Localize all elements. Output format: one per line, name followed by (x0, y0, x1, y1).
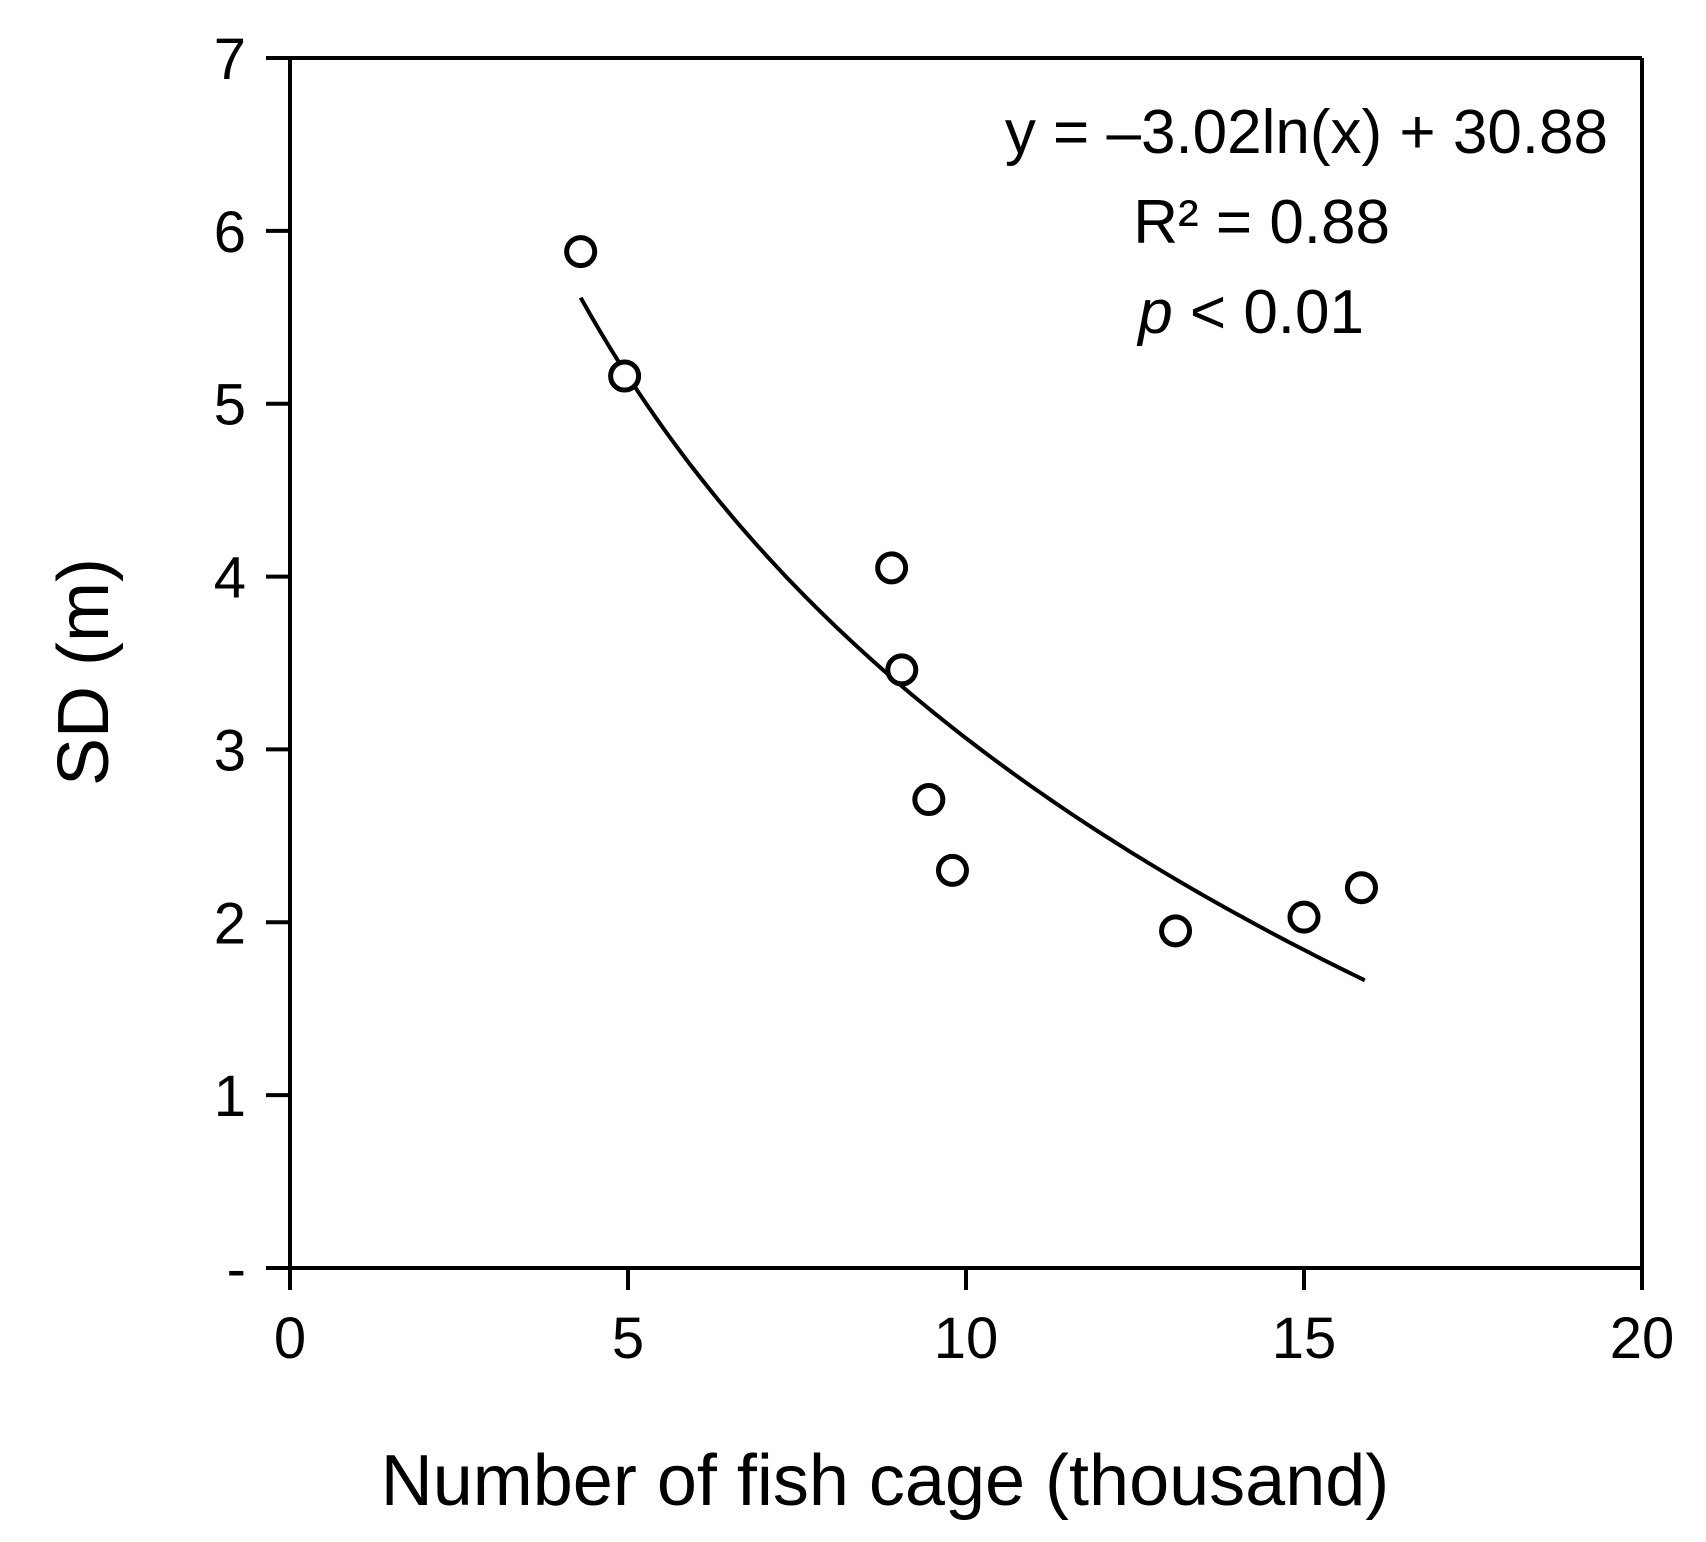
data-point (912, 783, 946, 817)
data-point (608, 359, 642, 393)
y-tick-label: 7 (214, 27, 246, 92)
y-tick-label: 1 (214, 1064, 246, 1129)
r-squared-annotation: R² = 0.88 (1133, 188, 1390, 257)
y-tick-label: 5 (214, 373, 246, 438)
x-axis-title: Number of fish cage (thousand) (381, 1441, 1390, 1521)
x-tick-label: 20 (1610, 1306, 1675, 1371)
data-point (1159, 914, 1193, 948)
y-tick-label: 6 (214, 200, 246, 265)
ticks: - 1 2 3 4 5 6 7 0 5 10 15 20 (214, 27, 1675, 1371)
data-point (1287, 900, 1321, 934)
p-value-annotation: p < 0.01 (1136, 278, 1364, 347)
p-threshold: < 0.01 (1173, 278, 1364, 347)
equation-annotation: y = –3.02ln(x) + 30.88 (1005, 98, 1608, 167)
x-tick-label: 5 (612, 1306, 644, 1371)
data-point (875, 551, 909, 585)
y-tick-label: - (227, 1237, 246, 1302)
data-points (564, 235, 1378, 948)
x-tick-label: 15 (1272, 1306, 1337, 1371)
fit-curve-group (578, 296, 1366, 983)
p-italic: p (1136, 278, 1172, 347)
data-point (1344, 871, 1378, 905)
data-point (564, 235, 598, 269)
y-tick-label: 4 (214, 546, 246, 611)
y-tick-label: 3 (214, 718, 246, 783)
x-tick-label: 0 (274, 1306, 306, 1371)
y-axis-title: SD (m) (44, 558, 124, 786)
axes (288, 56, 1644, 1270)
y-tick-label: 2 (214, 891, 246, 956)
data-point (885, 653, 919, 687)
x-tick-label: 10 (934, 1306, 999, 1371)
data-point (935, 853, 969, 887)
fit-curve (578, 296, 1366, 983)
